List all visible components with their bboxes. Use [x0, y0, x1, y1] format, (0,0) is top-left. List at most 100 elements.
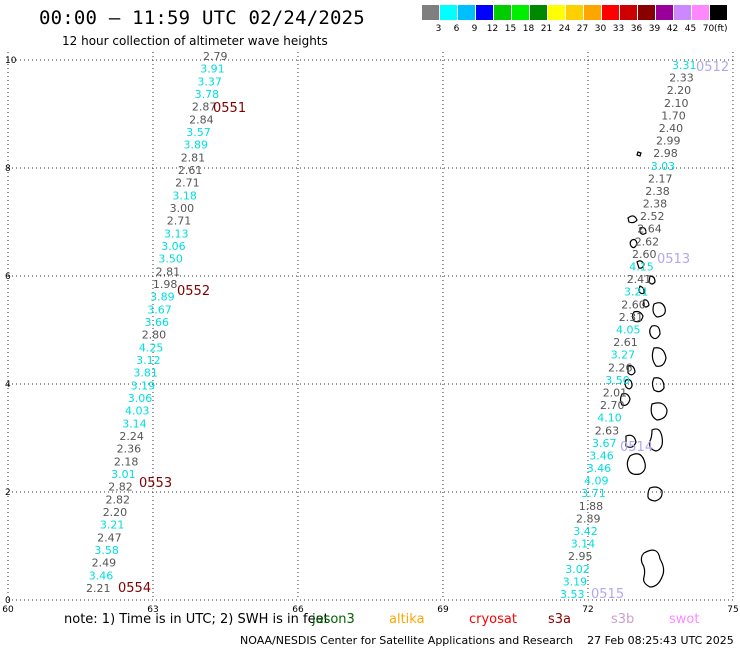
page-subtitle: 12 hour collection of altimeter wave hei…: [62, 34, 328, 48]
scale-label: 3: [435, 24, 442, 34]
x-tick-label: 63: [147, 605, 158, 615]
wave-height-value: 2.38: [643, 198, 668, 211]
scale-label: 45: [684, 24, 697, 34]
y-tick-label: 4: [5, 380, 11, 390]
wave-height-value: 2.70: [600, 399, 625, 412]
footer-credit: NOAA/NESDIS Center for Satellite Applica…: [240, 634, 734, 647]
wave-height-value: 3.89: [150, 291, 175, 304]
island-outline: [619, 392, 631, 406]
island-outlines: [619, 151, 668, 588]
wave-height-value: 4.09: [584, 475, 609, 488]
wave-height-value: 2.80: [142, 329, 167, 342]
scale-swatch: [494, 5, 511, 20]
scale-swatch: [602, 5, 619, 20]
wave-height-value: 3.18: [172, 189, 197, 202]
axis-tick-labels: 60 63 66 69 72 75 0 2 4 6 8 10: [2, 56, 738, 615]
wave-height-value: 3.46: [589, 450, 614, 463]
scale-swatch: [458, 5, 475, 20]
wave-height-value: 2.20: [667, 84, 692, 97]
pass-labels: 0551 0552 0553 0554 0512 0513 0514 0515: [118, 60, 729, 602]
wave-height-value: 2.64: [637, 223, 662, 236]
wave-height-value: 3.06: [128, 392, 153, 405]
x-tick-label: 69: [437, 605, 449, 615]
scale-swatch: [422, 5, 439, 20]
wave-height-value: 2.21: [86, 582, 111, 595]
wave-height-value: 3.67: [147, 303, 172, 316]
scale-label: 18: [522, 24, 535, 34]
pass-label: 0513: [657, 252, 690, 267]
scale-swatch: [674, 5, 691, 20]
credit-text: NOAA/NESDIS Center for Satellite Applica…: [240, 634, 574, 647]
x-tick-label: 75: [727, 605, 738, 615]
wave-height-value: 2.71: [175, 177, 200, 190]
wave-height-value: 3.12: [136, 354, 161, 367]
satellite-swot: swot: [669, 612, 700, 627]
wave-height-value: 2.89: [576, 512, 601, 525]
wave-height-value: 4.10: [597, 412, 622, 425]
pass-label: 0512: [696, 60, 729, 75]
wave-height-value: 3.19: [563, 575, 588, 588]
wave-height-value: 2.62: [635, 235, 660, 248]
page-title: 00:00 – 11:59 UTC 02/24/2025: [39, 7, 365, 29]
scale-unit-label: (ft): [714, 24, 728, 34]
island-outline: [639, 226, 647, 235]
grid-lines: [7, 52, 735, 601]
wave-height-value: 2.82: [106, 493, 131, 506]
wave-height-value: 2.18: [114, 455, 138, 468]
island-outline: [636, 151, 642, 157]
island-outline: [651, 377, 665, 393]
wave-height-value: 3.71: [581, 487, 606, 500]
wave-height-value: 1.98: [153, 278, 178, 291]
island-outline: [649, 428, 663, 452]
wave-height-value: 4.05: [616, 324, 641, 337]
scale-swatch: [620, 5, 637, 20]
island-outline: [627, 215, 638, 224]
scale-swatch: [512, 5, 529, 20]
satellite-s3b: s3b: [611, 612, 635, 627]
wave-height-value: 2.60: [621, 298, 646, 311]
wave-height-value: 2.60: [632, 248, 657, 261]
wave-height-value: 3.37: [197, 75, 222, 88]
wave-height-value: 2.81: [181, 151, 206, 164]
wave-height-value: 3.50: [605, 374, 630, 387]
pass-label: 0552: [177, 284, 210, 299]
wave-height-value: 3.42: [573, 525, 598, 538]
wave-height-value: 3.21: [624, 286, 649, 299]
island-outline: [629, 238, 638, 249]
island-outline: [642, 299, 650, 308]
wave-height-value: 1.70: [661, 109, 686, 122]
wave-height-value: 2.40: [659, 122, 684, 135]
wave-height-value: 3.06: [161, 240, 186, 253]
wave-height-value: 2.33: [669, 72, 694, 85]
y-tick-label: 6: [5, 272, 11, 282]
scale-label: 21: [540, 24, 553, 34]
x-tick-label: 66: [292, 605, 304, 615]
satellite-altika: altika: [389, 612, 425, 627]
wave-height-value: 3.13: [164, 227, 189, 240]
scale-swatch: [440, 5, 457, 20]
x-tick-label: 72: [582, 605, 593, 615]
scale-swatch: [584, 5, 601, 20]
wave-height-value: 3.00: [170, 202, 195, 215]
wave-height-value: 2.99: [656, 135, 681, 148]
scale-label: 30: [594, 24, 607, 34]
generated-timestamp: 27 Feb 08:25:43 UTC 2025: [587, 634, 734, 647]
scale-swatch: [530, 5, 547, 20]
island-outline: [650, 402, 668, 421]
island-outline: [648, 275, 656, 285]
scale-label: 6: [453, 24, 460, 34]
wave-height-value: 2.61: [613, 336, 638, 349]
scale-label: 70: [702, 24, 715, 34]
wave-height-value: 2.20: [103, 506, 128, 519]
scale-label: 24: [558, 24, 571, 34]
scale-label: 36: [630, 24, 643, 34]
wave-height-value: 2.84: [189, 113, 214, 126]
wave-height-value: 2.26: [608, 361, 633, 374]
wave-height-value: 2.98: [653, 147, 678, 160]
island-outline: [649, 325, 661, 340]
wave-height-value: 3.66: [145, 316, 170, 329]
scale-swatch: [476, 5, 493, 20]
y-tick-label: 8: [5, 164, 11, 174]
pass-label: 0553: [139, 476, 172, 491]
